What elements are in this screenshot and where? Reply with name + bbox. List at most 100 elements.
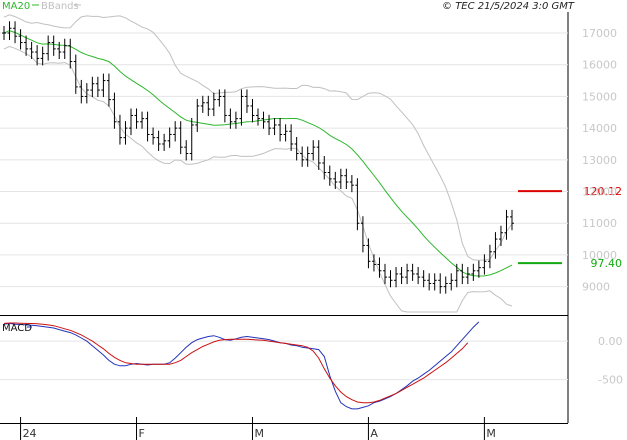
- level-label-bg: [570, 256, 624, 271]
- price-bar: [261, 111, 266, 129]
- price-bar: [79, 79, 84, 104]
- price-bar: [416, 266, 421, 285]
- price-bar: [278, 117, 283, 142]
- price-bar: [195, 98, 200, 132]
- price-tick-label: 14000: [582, 122, 617, 135]
- price-bar: [333, 171, 338, 189]
- price-bar: [294, 137, 299, 161]
- legend-bbands: BBands: [41, 1, 79, 12]
- price-tick-label: 11000: [582, 217, 617, 230]
- price-bar: [90, 76, 95, 98]
- chart-frames: [0, 12, 569, 424]
- price-bar: [383, 263, 387, 285]
- price-bar: [156, 130, 161, 151]
- macd-lines: [3, 321, 480, 410]
- price-bar: [283, 124, 288, 142]
- price-bar: [57, 41, 62, 60]
- price-bar: [498, 225, 503, 247]
- price-tick-label: 13000: [582, 154, 617, 167]
- price-bar: [151, 127, 156, 145]
- price-bar: [327, 165, 332, 186]
- price-bar: [250, 98, 255, 123]
- price-bar: [349, 175, 354, 193]
- price-bar: [244, 89, 249, 113]
- level-label: 120.12: [584, 185, 623, 198]
- price-bar: [410, 263, 415, 281]
- price-bar: [162, 133, 167, 151]
- price-bar: [117, 114, 122, 145]
- price-bar: [504, 209, 509, 240]
- price-axis-ticks: 17000 16000 15000 14000 13000 12000 11000 10000…: [582, 27, 617, 294]
- macd-tick-label: 0.00: [598, 335, 623, 348]
- price-bar: [134, 108, 139, 129]
- price-bar: [460, 263, 465, 285]
- price-bar: [449, 273, 454, 291]
- level-label-bg: [570, 184, 624, 199]
- price-tick-label: 16000: [582, 59, 617, 72]
- price-bar: [272, 117, 277, 136]
- price-bar: [217, 89, 222, 107]
- price-bar: [360, 216, 365, 253]
- price-bar: [123, 121, 128, 145]
- price-bar: [421, 270, 426, 288]
- price-bar: [305, 146, 310, 167]
- price-bar: [13, 21, 18, 44]
- price-bar: [145, 111, 150, 142]
- price-bar: [493, 232, 498, 259]
- time-label: F: [139, 427, 145, 440]
- price-bar: [300, 146, 305, 167]
- price-bar: [239, 89, 244, 126]
- macd-tick-label: -500: [598, 374, 623, 387]
- price-bar: [29, 41, 34, 60]
- price-bar: [62, 38, 67, 60]
- price-bar: [35, 45, 40, 66]
- time-label: M: [486, 427, 496, 440]
- price-bar: [140, 111, 145, 129]
- price-bar: [432, 273, 437, 291]
- price-bar: [211, 92, 216, 117]
- price-bar: [24, 35, 29, 56]
- price-bar: [178, 121, 183, 155]
- price-grid: [0, 32, 568, 288]
- price-bar: [7, 21, 12, 40]
- price-bar: [129, 108, 133, 136]
- price-bar: [377, 257, 382, 278]
- level-label: 97.40: [591, 257, 623, 270]
- price-bar: [40, 46, 45, 66]
- bband-lower: [3, 45, 513, 313]
- price-bar: [311, 140, 316, 161]
- macd-grid: [0, 340, 568, 381]
- price-bar: [101, 73, 106, 98]
- price-bar: [482, 254, 487, 275]
- price-bar: [510, 209, 514, 231]
- signal-line: [3, 322, 469, 404]
- price-bar: [338, 168, 343, 189]
- price-bar: [18, 29, 23, 50]
- price-bar: [394, 266, 399, 288]
- price-bar: [73, 54, 78, 94]
- price-bar: [344, 168, 349, 189]
- price-bar: [443, 276, 448, 294]
- price-bar: [173, 121, 178, 142]
- price-bar: [405, 263, 410, 285]
- macd-line: [3, 321, 480, 410]
- macd-label: MACD: [2, 323, 32, 334]
- price-bar: [184, 140, 189, 161]
- time-label: A: [370, 427, 378, 440]
- price-levels: 120.12 97.40: [518, 184, 624, 271]
- bband-upper: [3, 14, 513, 261]
- price-bar: [388, 270, 393, 288]
- price-bar: [228, 108, 233, 129]
- price-bars: [2, 21, 514, 294]
- bollinger-bands: [3, 14, 513, 313]
- time-label: 24: [23, 427, 37, 440]
- price-bar: [438, 273, 443, 294]
- price-tick-label: 17000: [582, 27, 617, 40]
- price-bar: [2, 26, 6, 40]
- price-bar: [222, 89, 227, 123]
- price-bar: [267, 114, 272, 136]
- legend-ma20: MA20: [2, 1, 30, 12]
- price-bar: [355, 178, 360, 231]
- ma20-line: [3, 30, 513, 277]
